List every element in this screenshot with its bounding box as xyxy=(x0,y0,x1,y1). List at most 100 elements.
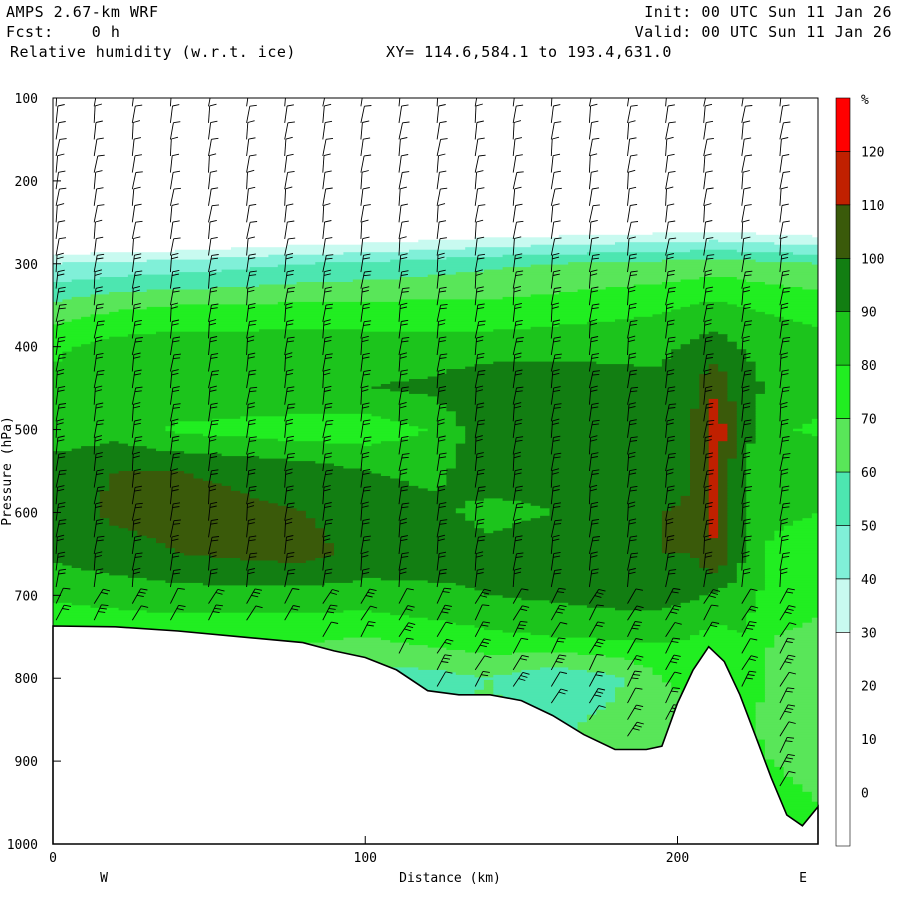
rh-cell xyxy=(718,448,738,452)
wind-barb xyxy=(170,604,186,621)
wind-barb xyxy=(93,501,103,521)
rh-cell xyxy=(427,617,747,621)
wind-barb xyxy=(398,98,401,107)
rh-cell xyxy=(615,699,682,703)
rh-cell xyxy=(755,592,818,596)
wind-barb xyxy=(131,220,143,239)
rh-cell xyxy=(680,500,710,504)
wind-barb xyxy=(703,237,714,256)
wind-barb xyxy=(55,303,67,322)
rh-cell xyxy=(549,600,691,604)
wind-barb xyxy=(550,336,561,356)
rh-cell xyxy=(212,555,326,559)
rh-cell xyxy=(324,535,663,539)
wind-barb xyxy=(627,186,637,206)
rh-cell xyxy=(474,674,494,678)
rh-cell xyxy=(746,279,818,283)
rh-cell xyxy=(690,453,710,457)
wind-barb xyxy=(703,604,719,621)
wind-barb xyxy=(93,486,105,505)
rh-cell xyxy=(202,582,326,586)
rh-cell xyxy=(774,314,818,318)
rh-cell xyxy=(446,483,691,487)
rh-cell xyxy=(718,461,729,465)
wind-barb xyxy=(246,568,256,588)
rh-cell xyxy=(708,421,719,425)
wind-barb xyxy=(588,336,599,356)
rh-cell xyxy=(446,403,700,407)
rh-cell xyxy=(53,533,138,537)
wind-barb xyxy=(284,588,300,604)
rh-cell xyxy=(268,254,504,258)
rh-cell xyxy=(53,426,166,430)
rh-cell xyxy=(746,540,766,544)
wind-barb xyxy=(779,753,795,770)
rh-cell xyxy=(146,259,391,263)
rh-cell xyxy=(764,697,818,701)
wind-barb xyxy=(779,369,789,389)
rh-cell xyxy=(53,615,410,619)
rh-cell xyxy=(699,374,728,378)
wind-barb xyxy=(741,352,751,372)
rh-cell xyxy=(708,508,719,512)
wind-barb xyxy=(665,270,675,289)
wind-barb xyxy=(169,287,181,306)
rh-cell xyxy=(231,485,419,489)
wind-barb xyxy=(779,270,790,289)
rh-cell xyxy=(727,515,747,519)
wind-barb xyxy=(665,170,676,190)
rh-cell xyxy=(362,242,616,246)
wind-barb xyxy=(360,385,369,405)
rh-cell xyxy=(315,525,476,529)
rh-cell xyxy=(652,314,775,318)
wind-barb xyxy=(550,671,568,687)
wind-barb xyxy=(474,638,491,654)
y-tick-label: 700 xyxy=(15,589,38,604)
rh-cell xyxy=(324,528,485,532)
wind-barb xyxy=(779,186,789,206)
rh-cell xyxy=(764,311,818,315)
wind-barb xyxy=(817,319,818,322)
wind-barb xyxy=(817,702,818,704)
wind-barb xyxy=(436,534,446,554)
rh-cell xyxy=(718,528,729,532)
rh-cell xyxy=(512,709,597,713)
rh-cell xyxy=(53,485,110,489)
rh-cell xyxy=(764,752,818,756)
wind-barb xyxy=(741,469,752,488)
wind-barb xyxy=(741,419,752,438)
rh-cell xyxy=(53,403,447,407)
rh-cell xyxy=(755,423,803,427)
rh-cell xyxy=(708,505,719,509)
wind-barb xyxy=(246,221,258,239)
rh-cell xyxy=(427,274,818,278)
rh-cell xyxy=(231,247,466,251)
wind-barb xyxy=(284,98,286,107)
rh-cell xyxy=(586,719,719,723)
wind-barb xyxy=(703,551,713,571)
wind-barb xyxy=(208,484,217,505)
rh-cell xyxy=(53,364,476,368)
wind-barb xyxy=(512,535,523,554)
rh-cell xyxy=(287,505,466,509)
rh-cell xyxy=(240,558,316,562)
wind-barb xyxy=(588,319,598,339)
wind-barb xyxy=(665,319,675,339)
rh-cell xyxy=(736,570,766,574)
wind-barb xyxy=(208,120,218,140)
rh-cell xyxy=(746,453,818,457)
rh-cell xyxy=(764,543,818,547)
rh-cell xyxy=(53,553,185,557)
wind-barb xyxy=(627,137,637,157)
rh-cell xyxy=(390,612,747,616)
rh-cell xyxy=(774,538,818,542)
rh-cell xyxy=(708,570,719,574)
rh-cell xyxy=(718,369,757,373)
wind-barb xyxy=(360,535,371,554)
wind-barb xyxy=(665,386,676,405)
rh-cell xyxy=(437,398,700,402)
rh-cell xyxy=(718,515,729,519)
wind-barb xyxy=(703,368,712,389)
rh-cell xyxy=(746,617,813,621)
wind-barb xyxy=(246,169,255,190)
